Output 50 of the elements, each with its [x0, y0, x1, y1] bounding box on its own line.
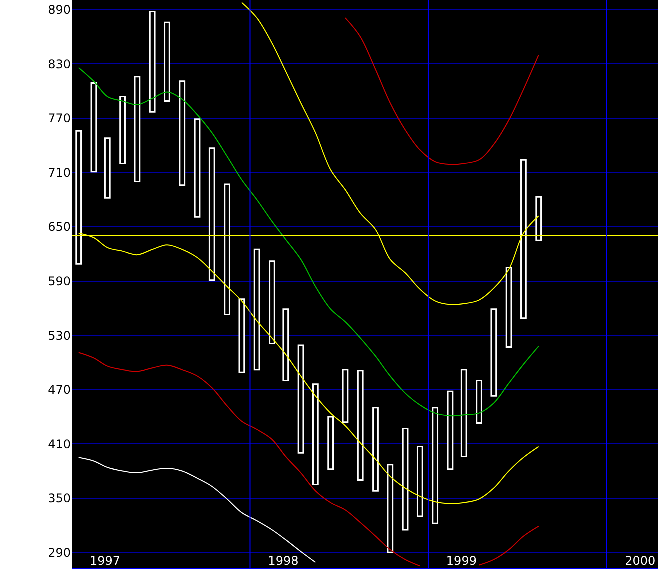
y-tick-label: 350 [48, 492, 71, 506]
bar [298, 344, 304, 454]
bar [164, 22, 170, 102]
bar [342, 369, 349, 424]
y-tick-label: 290 [48, 546, 71, 560]
y-tick-label: 530 [48, 328, 71, 343]
x-tick-label: 1998 [268, 554, 299, 568]
bar [134, 76, 141, 183]
bar [312, 384, 319, 486]
bar [120, 96, 126, 164]
line-series [78, 457, 316, 564]
bar [490, 308, 498, 397]
bar [447, 390, 454, 470]
bar [194, 118, 201, 218]
bar [520, 159, 527, 320]
x-tick-label: 1997 [90, 554, 120, 568]
y-tick-label: 470 [48, 383, 71, 398]
bar [372, 407, 379, 492]
y-tick-label: 650 [48, 220, 71, 234]
bar [460, 369, 468, 458]
line-series [78, 67, 540, 417]
x-tick-label: 1999 [446, 554, 477, 568]
bar [282, 308, 290, 382]
bar [179, 80, 186, 186]
bar [149, 11, 156, 113]
bar [328, 416, 334, 470]
bar [402, 428, 409, 531]
bar [506, 266, 512, 348]
y-tick-label: 410 [48, 437, 71, 452]
y-tick-label: 830 [48, 57, 71, 72]
line-series [344, 18, 540, 166]
y-tick-label: 710 [48, 166, 71, 180]
bar [224, 184, 230, 316]
bar [432, 407, 439, 524]
bar [357, 370, 364, 482]
bar [476, 380, 482, 424]
y-tick-label: 590 [48, 274, 71, 288]
bar [269, 260, 276, 344]
bar [90, 82, 98, 173]
y-tick-label: 890 [48, 3, 71, 18]
bar [76, 130, 82, 265]
bar [238, 298, 246, 374]
bar [387, 464, 394, 554]
bar [536, 196, 542, 242]
bar [416, 446, 424, 518]
bar [208, 148, 216, 282]
bar [104, 138, 111, 199]
x-tick-label: 2000 [625, 554, 656, 568]
y-tick-label: 770 [48, 112, 71, 126]
bar [254, 248, 260, 371]
